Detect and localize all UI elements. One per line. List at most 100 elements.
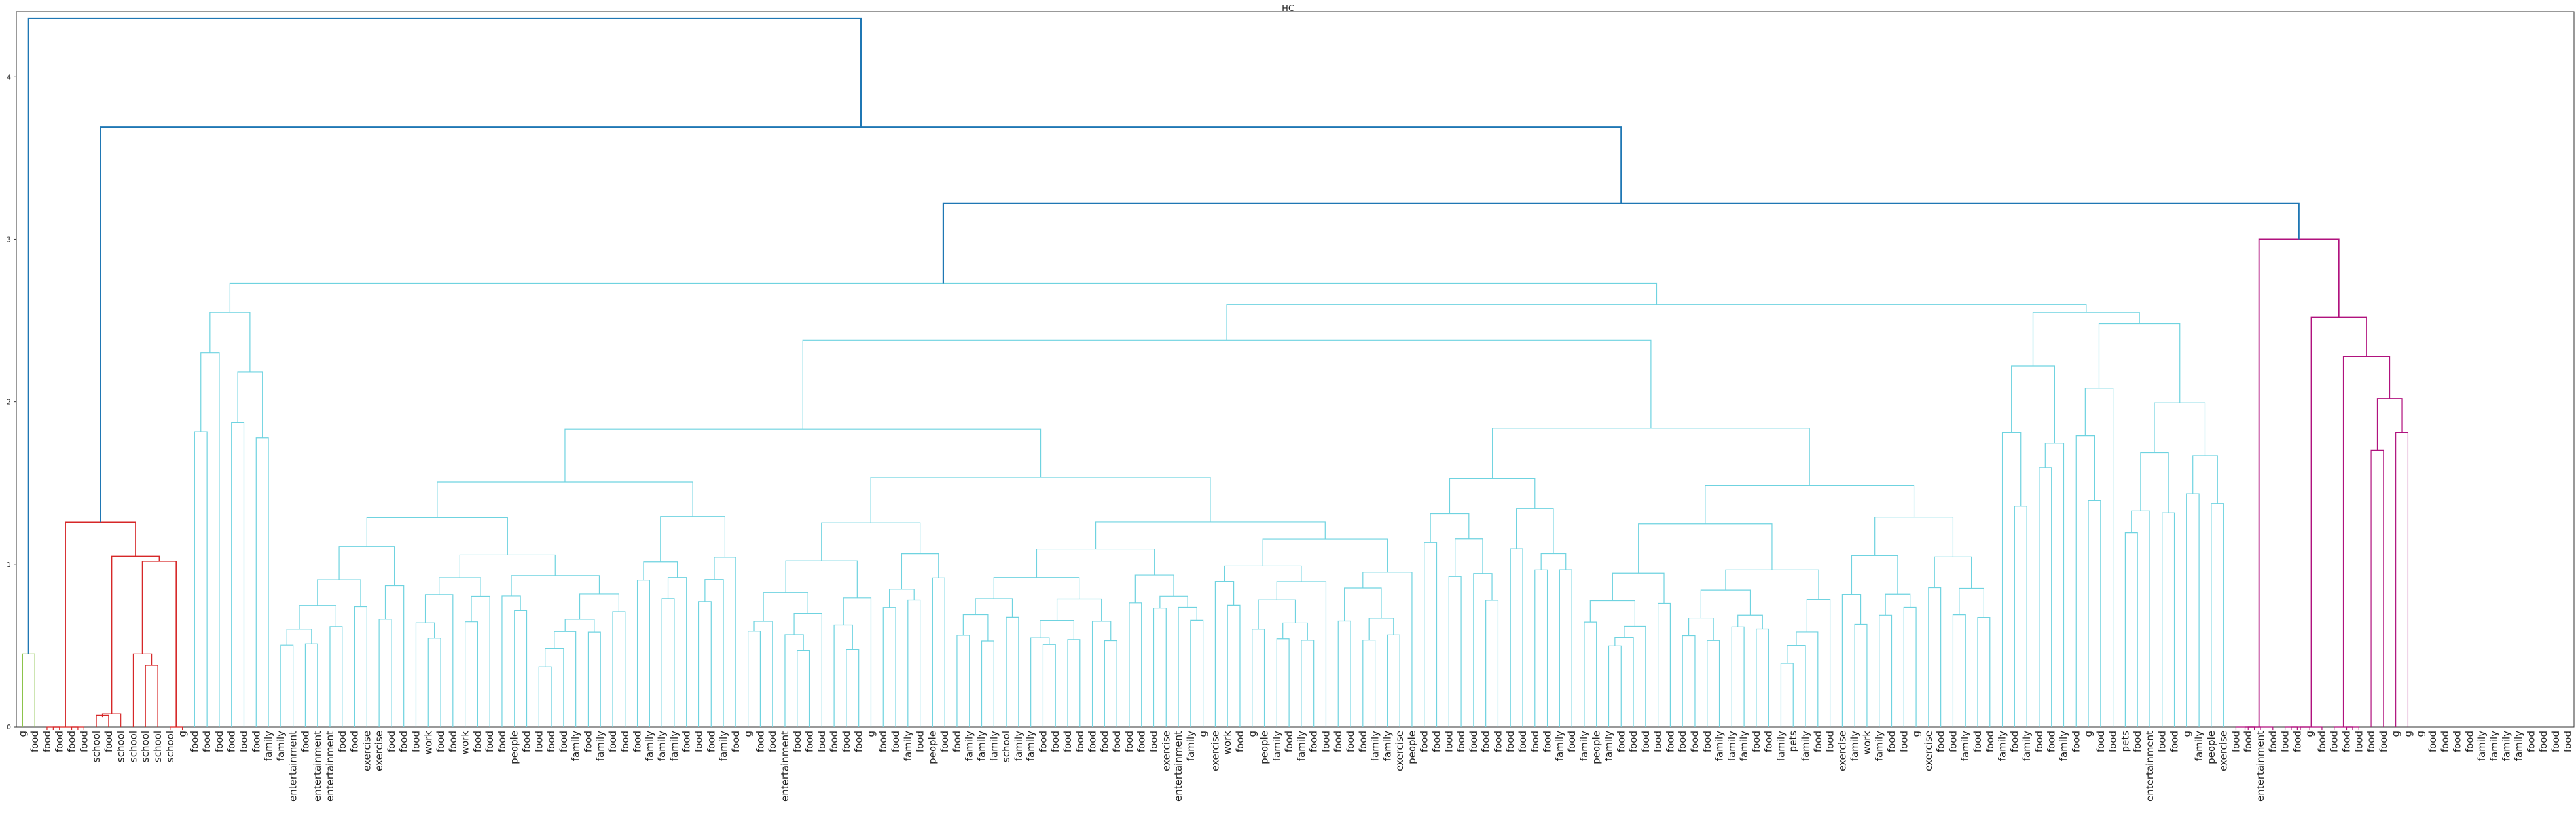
leaf-label: food [1431, 731, 1443, 752]
leaf-label: exercise [1923, 731, 1934, 771]
leaf-label: food [103, 731, 115, 752]
dendrogram-link [1030, 637, 1050, 727]
dendrogram-link [1091, 621, 1112, 727]
dendrogram-link [797, 650, 810, 727]
leaf-label: food [2550, 731, 2562, 752]
leaf-label: entertainment [312, 731, 323, 802]
dendrogram-link [554, 631, 577, 727]
leaf-label: people [2205, 731, 2217, 764]
dendrogram-link [1337, 620, 1351, 727]
dendrogram-link [1258, 599, 1296, 629]
leaf-label: food [1751, 731, 1762, 752]
dendrogram-link [439, 577, 481, 597]
dendrogram-link [2310, 316, 2367, 727]
dendrogram-link [1368, 618, 1394, 640]
dendrogram-link [111, 555, 160, 714]
dendrogram-link [2131, 510, 2150, 727]
leaf-label: food [545, 731, 557, 752]
leaf-label: food [619, 731, 631, 752]
dendrogram-link [501, 595, 521, 727]
dendrogram-link [514, 610, 528, 727]
dendrogram-link [459, 554, 556, 578]
dendrogram-link [1134, 574, 1174, 603]
leaf-label: work [1861, 731, 1873, 755]
dendrogram-link [1262, 538, 1388, 572]
dendrogram-link [784, 634, 804, 727]
leaf-label: food [1689, 731, 1701, 752]
dendrogram-link [1301, 640, 1315, 727]
leaf-label: food [2291, 731, 2303, 752]
leaf-label: family [275, 731, 287, 761]
dendrogram-link [229, 282, 1658, 313]
leaf-label: food [2427, 731, 2439, 752]
leaf-label: food [2341, 731, 2353, 752]
dendrogram-link [1638, 523, 1773, 574]
leaf-label: food [2525, 731, 2537, 752]
leaf-label: family [1271, 731, 1282, 761]
leaf-label: family [1874, 731, 1885, 761]
dendrogram-link [2186, 493, 2200, 727]
dendrogram-link [209, 312, 251, 372]
leaf-label: food [1308, 731, 1320, 752]
leaf-label: family [656, 731, 668, 761]
leaf-label: family [1381, 731, 1393, 761]
leaf-label: exercise [1836, 731, 1848, 771]
leaf-label: exercise [373, 731, 385, 771]
leaf-label: food [1652, 731, 1664, 752]
dendrogram-link [564, 619, 595, 633]
leaf-label: food [2046, 731, 2058, 752]
leaf-label: g [1246, 731, 1258, 737]
dendrogram-link [942, 202, 2300, 284]
leaf-label: family [1849, 731, 1860, 761]
dendrogram-link [538, 666, 552, 727]
leaf-label: food [1517, 731, 1529, 752]
dendrogram-link [255, 437, 269, 727]
leaf-label: food [816, 731, 827, 752]
leaf-label: people [1591, 731, 1603, 764]
dendrogram-link [882, 607, 896, 727]
dendrogram-link [2032, 312, 2140, 367]
dendrogram-link [545, 648, 564, 727]
dendrogram-link [1252, 629, 1265, 727]
leaf-label: food [2562, 731, 2574, 752]
leaf-label: food [533, 731, 545, 752]
leaf-label: food [1062, 731, 1074, 752]
dendrogram-link [1473, 573, 1493, 727]
leaf-label: food [632, 731, 644, 752]
dendrogram-link [587, 631, 601, 727]
dendrogram-link [2370, 449, 2384, 727]
leaf-label: food [2033, 731, 2045, 752]
dendrogram-link [636, 580, 650, 727]
dendrogram-link [27, 17, 862, 654]
dendrogram-link [65, 521, 136, 727]
leaf-label: family [1775, 731, 1787, 761]
dendrogram-link [1095, 521, 1326, 549]
leaf-label: food [1886, 731, 1898, 752]
leaf-label: food [2463, 731, 2475, 752]
leaf-label: food [1136, 731, 1148, 752]
dendrogram-link [1534, 569, 1548, 727]
dendrogram-link [753, 621, 773, 727]
leaf-label: family [2488, 731, 2500, 761]
leaf-label: work [422, 731, 434, 755]
dendrogram-link [1780, 663, 1794, 727]
leaf-label: food [2452, 731, 2463, 752]
dendrogram-link [2376, 398, 2403, 451]
leaf-label: food [1111, 731, 1123, 752]
dendrogram-link [2395, 432, 2409, 727]
leaf-label: food [804, 731, 816, 752]
leaf-label: food [386, 731, 397, 752]
leaf-label: family [902, 731, 914, 761]
leaf-label: school [152, 731, 164, 762]
leaf-label: food [1443, 731, 1455, 752]
leaf-label: g [1197, 731, 1209, 737]
leaf-label: food [730, 731, 742, 752]
dendrogram-link [763, 592, 808, 622]
leaf-label: food [496, 731, 508, 752]
dendrogram-link [661, 598, 675, 727]
leaf-label: food [1763, 731, 1775, 752]
leaf-label: food [2230, 731, 2241, 752]
leaf-label: food [2316, 731, 2328, 752]
dendrogram-link [1731, 626, 1745, 727]
leaf-labels: g food food food food food school food school sch… [16, 731, 2573, 802]
